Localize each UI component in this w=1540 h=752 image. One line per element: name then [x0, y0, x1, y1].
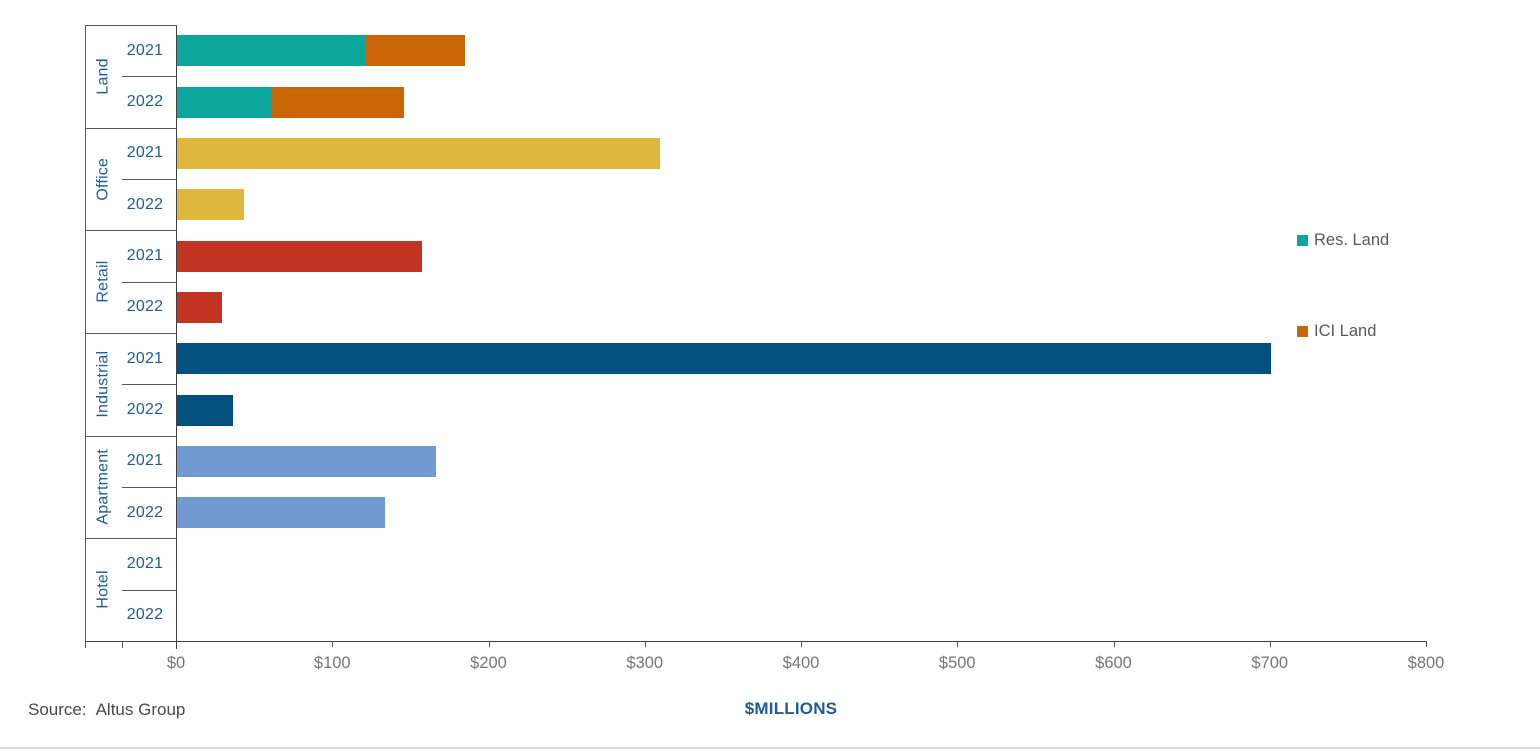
year-label-industrial-2021: 2021 [126, 349, 164, 367]
x-axis-tick [1426, 641, 1427, 647]
bar-segment-apartment [177, 445, 437, 477]
year-label-apartment-2022: 2022 [126, 503, 164, 521]
category-label-apartment: Apartment [94, 449, 112, 525]
year-label-land-2022: 2022 [126, 92, 164, 110]
year-label-hotel-2022: 2022 [126, 606, 164, 624]
bar-segment-ici-land [364, 35, 465, 67]
x-tick-label-0: $0 [166, 654, 186, 672]
group-separator-line [85, 538, 177, 540]
year-label-retail-2022: 2022 [126, 298, 164, 316]
bar-office-2021 [177, 137, 660, 169]
legend-label: Res. Land [1314, 231, 1390, 249]
x-axis-title: $MILLIONS [744, 699, 838, 718]
x-axis-tick [1113, 641, 1115, 647]
year-label-apartment-2021: 2021 [126, 452, 164, 470]
group-separator-line [85, 127, 177, 129]
x-tick-label-8: $800 [1407, 654, 1445, 672]
category-label-hotel: Hotel [94, 570, 112, 609]
bar-segment-res-land [177, 86, 273, 118]
group-separator-line [85, 230, 177, 232]
x-tick-label-6: $600 [1095, 654, 1132, 672]
year-separator-line [122, 281, 177, 283]
year-separator-line [122, 384, 177, 386]
category-label-industrial: Industrial [94, 350, 112, 418]
bar-segment-retail [177, 240, 423, 272]
bar-segment-industrial [177, 343, 1271, 375]
x-tick-label-7: $700 [1251, 654, 1289, 672]
bar-industrial-2022 [177, 394, 234, 426]
x-axis-tick [957, 641, 959, 647]
bar-retail-2022 [177, 291, 223, 323]
source-note: Source: Altus Group [28, 700, 185, 720]
bar-land-2021 [177, 35, 465, 67]
category-label-land: Land [94, 58, 112, 95]
year-label-land-2021: 2021 [126, 41, 164, 59]
category-label-retail: Retail [94, 260, 112, 303]
bar-segment-retail [177, 291, 223, 323]
ici-land-swatch-icon [1297, 326, 1308, 337]
year-separator-line [122, 179, 177, 180]
source-label: Source: [28, 700, 87, 719]
year-label-industrial-2022: 2022 [126, 400, 164, 418]
res-land-swatch-icon [1297, 235, 1308, 246]
x-axis-tick [801, 641, 802, 647]
category-axis-line [176, 25, 177, 649]
category-axis-tick [122, 641, 123, 648]
source-value: Altus Group [95, 700, 186, 719]
bar-segment-office [177, 189, 245, 221]
bar-industrial-2021 [177, 343, 1271, 375]
year-label-retail-2021: 2021 [126, 246, 164, 264]
year-separator-line [122, 76, 177, 78]
x-tick-label-5: $500 [938, 654, 976, 672]
bar-apartment-2021 [177, 445, 437, 477]
x-axis-tick [332, 641, 334, 647]
bar-segment-office [177, 137, 660, 169]
category-axis-tick [85, 641, 86, 648]
x-axis-line [85, 641, 1426, 642]
bar-segment-industrial [177, 394, 234, 426]
group-separator-line [85, 435, 177, 437]
year-label-office-2021: 2021 [126, 144, 164, 162]
year-separator-line [122, 487, 177, 488]
x-axis-tick [644, 641, 646, 647]
x-tick-label-4: $400 [782, 654, 820, 672]
year-label-office-2022: 2022 [126, 195, 164, 213]
legend-item-res-land: Res. Land [1297, 231, 1389, 250]
x-tick-label-1: $100 [313, 654, 351, 672]
year-label-hotel-2021: 2021 [126, 554, 164, 572]
bar-segment-ici-land [272, 86, 404, 118]
bar-segment-apartment [177, 497, 385, 529]
group-separator-line [85, 333, 177, 334]
x-axis-tick [1269, 641, 1271, 647]
x-axis-tick [488, 641, 490, 647]
bar-segment-res-land [177, 35, 365, 67]
legend-item-ici-land: ICI Land [1297, 322, 1376, 341]
bar-land-2022 [177, 86, 404, 118]
year-separator-line [122, 589, 177, 591]
x-tick-label-2: $200 [470, 654, 507, 672]
bar-retail-2021 [177, 240, 423, 272]
bottom-divider [0, 747, 1540, 749]
category-label-office: Office [94, 157, 112, 201]
x-tick-label-3: $300 [626, 654, 664, 672]
bar-office-2022 [177, 189, 245, 221]
bar-apartment-2022 [177, 497, 385, 529]
group-separator-line [85, 25, 177, 26]
legend-label: ICI Land [1314, 322, 1377, 340]
